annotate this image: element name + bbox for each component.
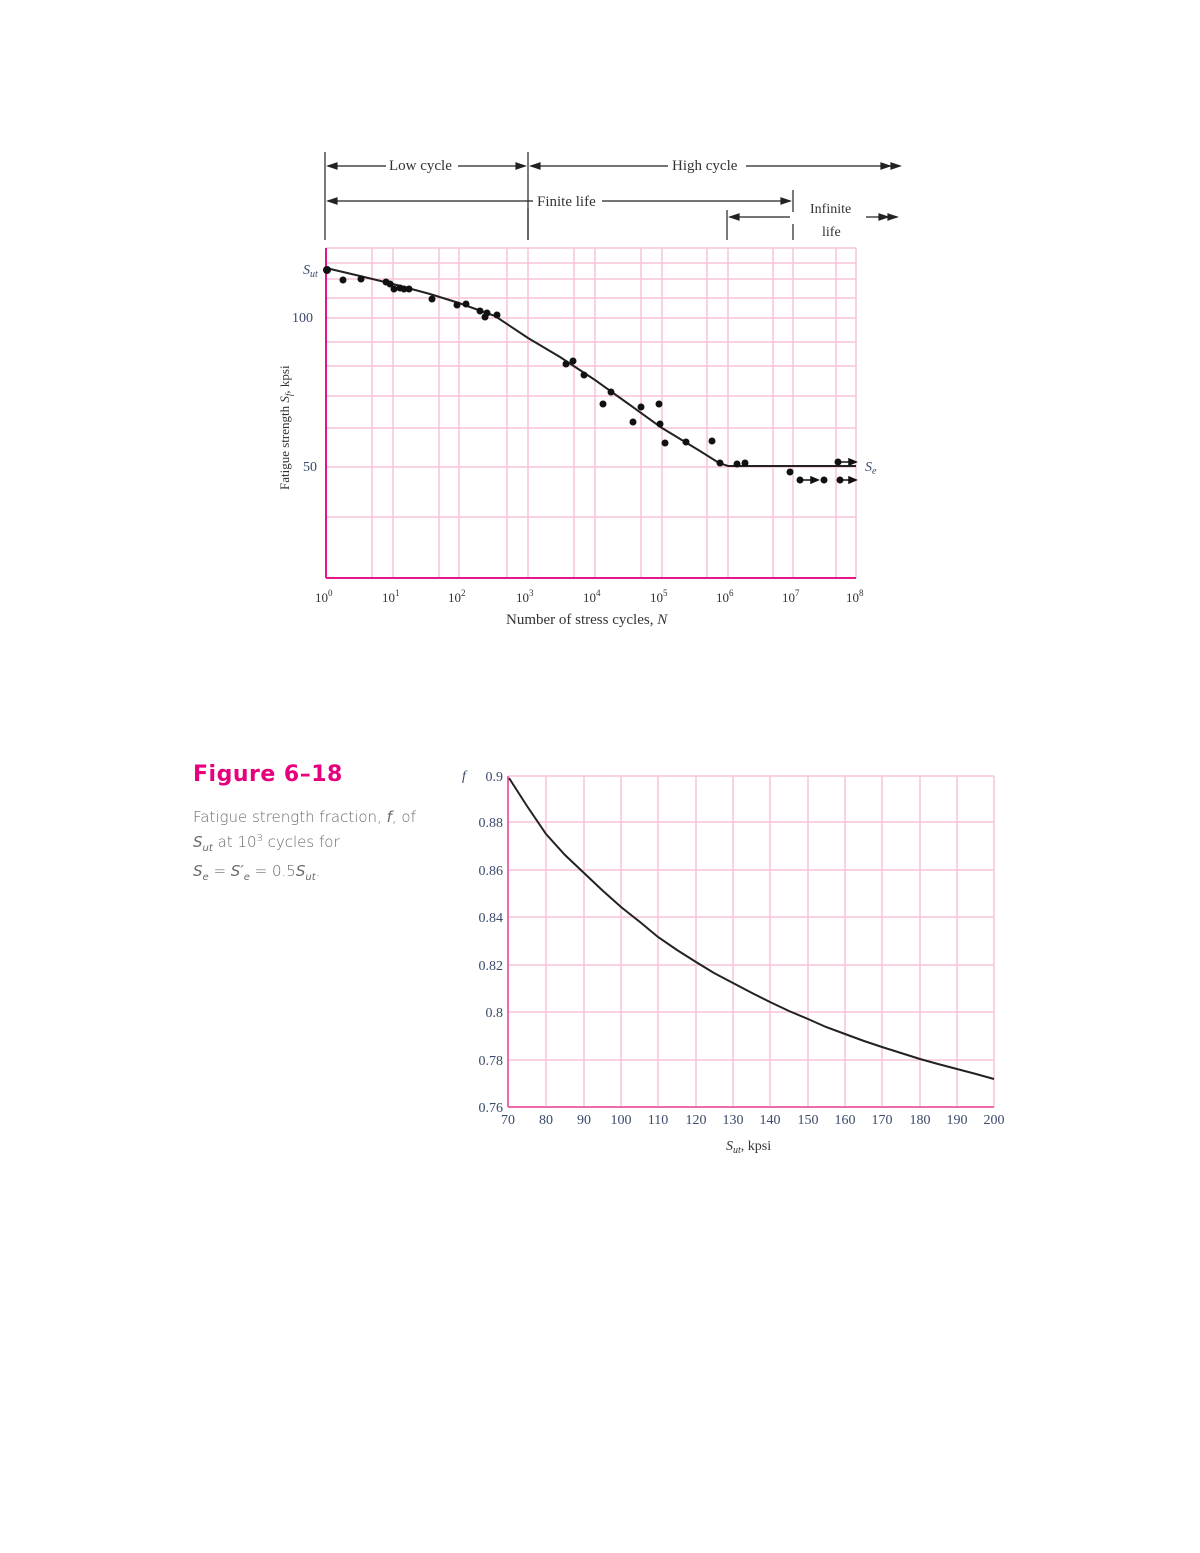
svg-text:0.84: 0.84	[479, 911, 504, 926]
svg-text:103: 103	[516, 588, 534, 605]
svg-text:70: 70	[501, 1113, 515, 1128]
f-vs-sut-chart: f 0.9 0.88 0.86 0.84 0.82 0.8 0.78 0.76 …	[462, 769, 1005, 1156]
f-x-axis-label: Sut, kpsi	[726, 1139, 771, 1156]
y-tick-100: 100	[292, 311, 313, 326]
svg-text:0.76: 0.76	[479, 1101, 504, 1116]
f-curve	[508, 777, 995, 1080]
svg-text:104: 104	[583, 588, 601, 605]
svg-text:130: 130	[723, 1113, 744, 1128]
svg-text:160: 160	[835, 1113, 856, 1128]
svg-text:105: 105	[650, 588, 668, 605]
svg-text:80: 80	[539, 1113, 553, 1128]
caption-line-3: Se = S′e = 0.5Sut.	[193, 862, 321, 883]
sut-label: Sut	[303, 263, 318, 280]
low-cycle-label: Low cycle	[389, 158, 452, 174]
svg-text:108: 108	[846, 588, 864, 605]
svg-text:190: 190	[947, 1113, 968, 1128]
runout-arrows	[800, 457, 858, 485]
f-grid	[508, 775, 995, 1107]
svg-text:0.78: 0.78	[479, 1054, 504, 1069]
region-markers	[324, 152, 902, 240]
infinite-life-label-2: life	[822, 225, 841, 240]
figure-title: Figure 6–18	[193, 762, 343, 787]
svg-text:170: 170	[872, 1113, 893, 1128]
svg-text:90: 90	[577, 1113, 591, 1128]
svg-text:180: 180	[910, 1113, 931, 1128]
sn-x-ticks: 100 101 102 103 104 105 106 107 108	[315, 588, 864, 605]
svg-text:110: 110	[648, 1113, 668, 1128]
finite-life-label: Finite life	[537, 194, 596, 210]
f-x-ticks: 70 80 90 100 110 120 130 140 150 160 170…	[501, 1113, 1005, 1128]
f-axes	[507, 776, 994, 1108]
svg-text:0.88: 0.88	[479, 816, 504, 831]
svg-text:0.8: 0.8	[486, 1006, 504, 1021]
figure-caption: Fatigue strength fraction, f, of Sut at …	[193, 806, 433, 889]
sn-data-points	[323, 266, 844, 484]
sn-y-axis-label: Fatigue strength Sf, kpsi	[277, 365, 294, 490]
svg-text:101: 101	[382, 588, 400, 605]
svg-text:200: 200	[984, 1113, 1005, 1128]
sn-axes	[325, 248, 856, 579]
sn-x-axis-label: Number of stress cycles, N	[506, 612, 668, 628]
svg-text:0.9: 0.9	[486, 770, 504, 785]
svg-text:100: 100	[315, 588, 333, 605]
f-y-ticks: 0.9 0.88 0.86 0.84 0.82 0.8 0.78 0.76	[479, 770, 504, 1116]
sn-grid	[326, 247, 857, 578]
y-tick-50: 50	[303, 460, 317, 475]
svg-text:107: 107	[782, 588, 800, 605]
infinite-life-label-1: Infinite	[810, 202, 851, 217]
svg-text:0.82: 0.82	[479, 959, 504, 974]
svg-text:106: 106	[716, 588, 734, 605]
svg-text:120: 120	[686, 1113, 707, 1128]
caption-line-2: Sut at 103 cycles for	[193, 833, 340, 854]
high-cycle-label: High cycle	[672, 158, 738, 174]
svg-text:100: 100	[611, 1113, 632, 1128]
svg-text:102: 102	[448, 588, 466, 605]
svg-text:140: 140	[760, 1113, 781, 1128]
se-label: Se	[865, 460, 877, 477]
caption-line-1: Fatigue strength fraction, f, of	[193, 808, 416, 826]
svg-text:0.86: 0.86	[479, 864, 504, 879]
f-y-axis-label: f	[462, 769, 468, 784]
svg-text:150: 150	[798, 1113, 819, 1128]
sn-diagram: Low cycle High cycle Finite life Infinit…	[277, 152, 902, 628]
